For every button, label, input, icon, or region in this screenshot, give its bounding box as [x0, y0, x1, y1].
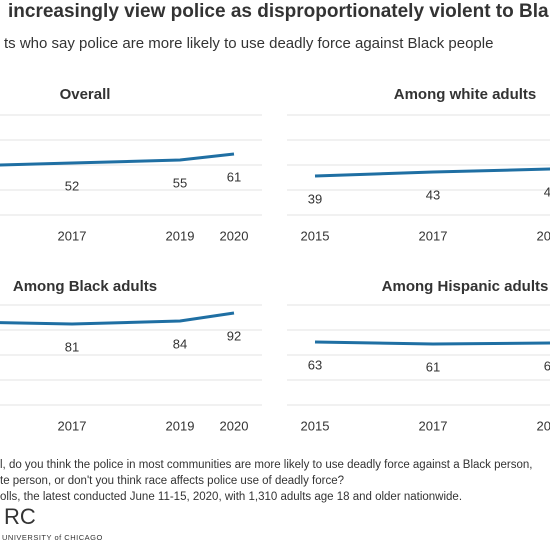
- x-tick-label: 2017: [58, 228, 87, 243]
- panel-title: Among white adults: [394, 86, 537, 103]
- logo: RC: [4, 504, 36, 529]
- x-tick-label: 2019: [537, 228, 550, 243]
- data-line: [0, 311, 235, 326]
- value-label: 63: [308, 357, 322, 372]
- value-label: 46: [544, 184, 550, 199]
- value-label: 39: [308, 191, 322, 206]
- panel-title: Overall: [60, 86, 111, 103]
- panel-title: Among Hispanic adults: [382, 278, 549, 295]
- value-label: 55: [173, 175, 187, 190]
- x-tick-label: 2015: [301, 418, 330, 433]
- x-tick-label: 2019: [537, 418, 550, 433]
- value-label: 81: [65, 339, 79, 354]
- chart-title: increasingly view police as disproportio…: [8, 1, 549, 22]
- x-tick-label: 2017: [58, 418, 87, 433]
- value-label: 61: [426, 359, 440, 374]
- x-tick-label: 2019: [166, 418, 195, 433]
- value-label: 43: [426, 187, 440, 202]
- footnote: te person, or don't you think race affec…: [0, 475, 344, 487]
- chart-subtitle: ts who say police are more likely to use…: [4, 35, 493, 52]
- panel-title: Among Black adults: [13, 278, 157, 295]
- logo-subtitle: UNIVERSITY of CHICAGO: [2, 533, 103, 542]
- x-tick-label: 2020: [220, 228, 249, 243]
- data-line: [314, 167, 550, 178]
- value-label: 62: [544, 358, 550, 373]
- value-label: 61: [227, 169, 241, 184]
- value-label: 52: [65, 178, 79, 193]
- value-label: 84: [173, 336, 187, 351]
- data-line: [314, 340, 550, 346]
- x-tick-label: 2017: [419, 418, 448, 433]
- footnote: olls, the latest conducted June 11-15, 2…: [0, 491, 462, 503]
- x-tick-label: 2017: [419, 228, 448, 243]
- x-tick-label: 2019: [166, 228, 195, 243]
- x-tick-label: 2020: [220, 418, 249, 433]
- x-tick-label: 2015: [301, 228, 330, 243]
- footnote: l, do you think the police in most commu…: [0, 459, 532, 471]
- data-line: [0, 152, 235, 167]
- value-label: 92: [227, 328, 241, 343]
